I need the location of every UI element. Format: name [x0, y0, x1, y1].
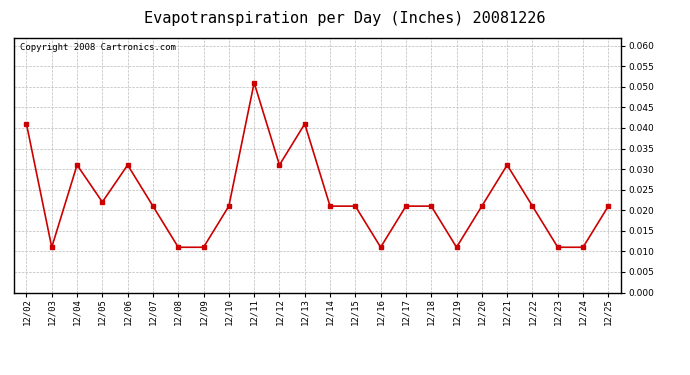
- Text: Evapotranspiration per Day (Inches) 20081226: Evapotranspiration per Day (Inches) 2008…: [144, 11, 546, 26]
- Text: Copyright 2008 Cartronics.com: Copyright 2008 Cartronics.com: [20, 43, 176, 52]
